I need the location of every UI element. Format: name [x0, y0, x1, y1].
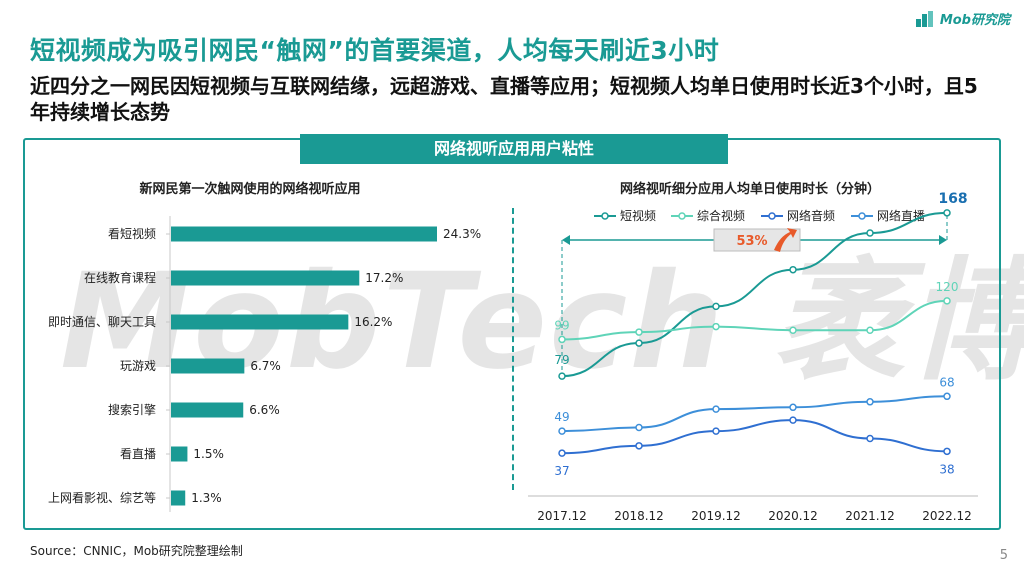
data-label: 37: [554, 464, 569, 478]
bar-chart-title: 新网民第一次触网使用的网络视听应用: [139, 182, 361, 197]
data-point: [866, 326, 874, 334]
legend-item: 网络直播: [851, 208, 925, 223]
bar-value-label: 24.3%: [443, 227, 481, 241]
bar-value-label: 1.5%: [193, 447, 224, 461]
source-note: Source：CNNIC，Mob研究院整理绘制: [30, 544, 243, 558]
bar-value-label: 1.3%: [191, 491, 222, 505]
data-point: [635, 339, 643, 347]
data-point: [635, 442, 643, 450]
bar-category-label: 上网看影视、综艺等: [48, 490, 156, 505]
bar-category-label: 即时通信、聊天工具: [48, 315, 156, 329]
data-point: [943, 447, 951, 456]
bar-chart: 看短视频 24.3% 在线教育课程 17.2% 即时通信、聊天工具 16.2% 玩游戏 6.7…: [48, 216, 481, 512]
chart-divider: [512, 208, 514, 490]
growth-arrow-icon: [774, 228, 797, 252]
x-tick-label: 2017.12: [537, 509, 587, 523]
data-point: [558, 427, 566, 435]
data-label: 68: [939, 375, 954, 389]
data-point: [789, 265, 797, 274]
data-point: [866, 434, 874, 443]
bar-value-label: 6.6%: [249, 403, 280, 417]
data-point: [943, 392, 951, 401]
data-point: [789, 416, 797, 424]
bar: [171, 402, 244, 418]
bar-value-label: 6.7%: [250, 359, 280, 373]
bar-value-label: 17.2%: [365, 271, 403, 285]
line-chart: 2017.12 2018.12 2019.12 2020.12 2021.12 2022.…: [528, 191, 978, 523]
data-label: 49: [554, 410, 569, 424]
bar-category-label: 玩游戏: [120, 359, 156, 373]
page-number: 5: [999, 548, 1008, 563]
line-chart-title: 网络视听细分应用人均单日使用时长（分钟）: [619, 182, 880, 197]
page-title: 短视频成为吸引网民“触网”的首要渠道，人均每天刷近3小时: [30, 36, 720, 65]
x-tick-label: 2018.12: [614, 509, 664, 523]
legend-item: 短视频: [594, 208, 656, 223]
data-label: 168: [938, 191, 967, 207]
legend-item: 综合视频: [671, 208, 745, 223]
data-point: [789, 326, 797, 334]
data-point: [866, 229, 874, 237]
x-tick-label: 2022.12: [922, 509, 972, 523]
data-point: [943, 209, 951, 217]
bar-category-label: 看短视频: [108, 226, 156, 241]
bar: [171, 446, 188, 462]
bar: [171, 270, 360, 286]
data-point: [558, 449, 566, 457]
data-point: [712, 322, 720, 331]
data-point: [712, 405, 720, 413]
data-point: [558, 335, 566, 344]
series-line: [561, 299, 948, 341]
data-label: 38: [939, 462, 954, 476]
data-label: 79: [554, 353, 569, 367]
data-point: [558, 372, 566, 380]
bar-category-label: 在线教育课程: [84, 270, 156, 285]
x-tick-label: 2020.12: [768, 509, 818, 523]
data-label: 99: [554, 318, 569, 332]
data-point: [866, 398, 874, 406]
bar-category-label: 看直播: [120, 447, 156, 461]
data-label: 120: [936, 280, 959, 294]
data-point: [712, 302, 720, 311]
panel-header: 网络视听应用用户粘性: [300, 134, 728, 164]
legend-item: 网络音频: [761, 208, 835, 223]
series-line: [561, 395, 948, 433]
bar: [171, 358, 245, 374]
brand-logo: Mob研究院: [915, 9, 1010, 28]
series-line: [561, 419, 948, 455]
legend-label: 网络音频: [787, 208, 835, 223]
legend-label: 网络直播: [877, 208, 925, 223]
growth-annotation: 53%: [561, 212, 948, 377]
bar: [171, 490, 186, 506]
data-point: [789, 403, 797, 412]
legend-label: 短视频: [620, 208, 656, 223]
bar-value-label: 16.2%: [354, 315, 392, 329]
bar-category-label: 搜索引擎: [108, 402, 156, 417]
bar: [171, 314, 349, 330]
logo-bars-icon: [915, 10, 936, 27]
bar: [171, 226, 437, 242]
growth-annotation-label: 53%: [736, 234, 767, 249]
data-point: [712, 427, 720, 435]
legend-label: 综合视频: [697, 208, 745, 223]
page-subtitle: 近四分之一网民因短视频与互联网结缘，远超游戏、直播等应用；短视频人均单日使用时长…: [30, 74, 978, 124]
data-point: [635, 328, 643, 336]
data-point: [943, 297, 951, 305]
x-tick-label: 2019.12: [691, 509, 741, 523]
logo-text: Mob研究院: [939, 13, 1010, 28]
x-tick-label: 2021.12: [845, 509, 895, 523]
data-point: [635, 423, 643, 432]
